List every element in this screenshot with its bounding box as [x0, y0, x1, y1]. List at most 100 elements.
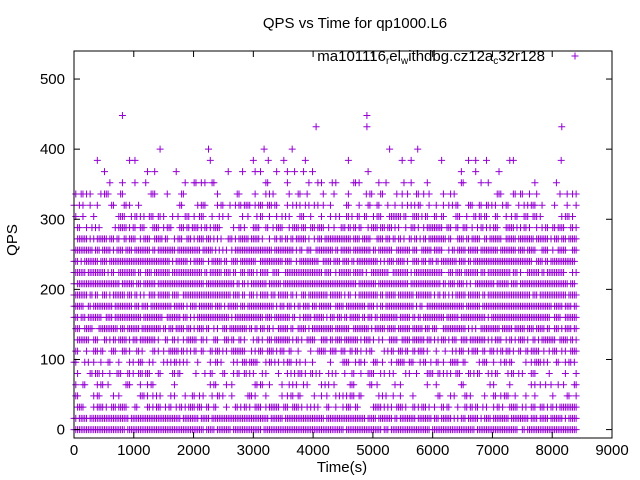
- data-point: [154, 336, 162, 344]
- data-point: [509, 156, 517, 164]
- data-point: [228, 392, 236, 400]
- y-tick-label: 200: [40, 281, 65, 298]
- data-point: [423, 381, 431, 389]
- data-point: [531, 370, 539, 377]
- data-point: [126, 381, 134, 389]
- data-point: [217, 358, 225, 366]
- x-tick-label: 5000: [356, 442, 389, 459]
- data-point: [353, 403, 361, 411]
- data-point: [361, 358, 369, 366]
- legend: ma101116relwithdbg.cz12ac32r128: [317, 48, 579, 67]
- data-point: [212, 403, 220, 411]
- data-point: [407, 156, 415, 164]
- data-point: [396, 381, 404, 389]
- data-point: [251, 392, 259, 400]
- data-point: [425, 190, 433, 198]
- data-point: [292, 381, 300, 389]
- data-point: [404, 190, 412, 198]
- data-point: [531, 392, 539, 400]
- data-point: [307, 212, 315, 220]
- data-point: [386, 145, 394, 153]
- data-point: [222, 403, 230, 411]
- data-point: [344, 358, 352, 366]
- data-point: [170, 381, 178, 389]
- data-point: [219, 201, 227, 209]
- data-point: [118, 112, 126, 119]
- data-point: [363, 112, 371, 119]
- data-point: [378, 190, 386, 198]
- data-point: [400, 179, 408, 187]
- data-point: [199, 392, 207, 400]
- data-point: [432, 201, 440, 209]
- legend-label-part: w: [400, 56, 409, 67]
- data-point: [409, 358, 417, 366]
- data-point: [291, 168, 299, 176]
- data-point: [156, 392, 164, 400]
- data-point: [572, 302, 580, 310]
- data-point: [402, 212, 410, 220]
- data-point: [174, 212, 182, 220]
- data-point: [126, 201, 134, 209]
- data-point: [561, 370, 569, 377]
- data-point: [382, 179, 390, 187]
- data-point: [561, 246, 569, 254]
- y-tick-label: 0: [57, 422, 65, 439]
- data-point: [395, 224, 403, 232]
- data-point: [482, 212, 490, 220]
- data-point: [244, 212, 252, 220]
- data-point: [398, 156, 406, 164]
- data-point: [199, 347, 207, 355]
- data-point: [72, 381, 80, 389]
- data-point: [493, 212, 501, 220]
- data-point: [149, 381, 157, 389]
- data-point: [472, 168, 480, 176]
- data-point: [438, 156, 446, 164]
- data-point: [219, 392, 227, 400]
- x-axis: 0 1000 2000 3000 4000 5000 6000 7000 8000 9000: [70, 51, 629, 459]
- data-point: [285, 212, 293, 220]
- data-point: [133, 403, 141, 411]
- data-point: [375, 201, 383, 209]
- data-point: [445, 403, 453, 411]
- data-point: [74, 347, 82, 355]
- data-point: [325, 403, 333, 411]
- data-point: [432, 347, 440, 355]
- data-point: [305, 179, 313, 187]
- data-point: [482, 156, 490, 164]
- data-point: [257, 168, 265, 176]
- data-point: [565, 392, 573, 400]
- data-point: [240, 347, 248, 355]
- data-point: [142, 179, 150, 187]
- data-point: [413, 370, 421, 377]
- data-point: [273, 201, 281, 209]
- data-point: [572, 336, 580, 344]
- data-point: [572, 246, 580, 254]
- data-point: [135, 201, 143, 209]
- data-point: [330, 190, 338, 198]
- data-point: [375, 179, 383, 187]
- data-point: [475, 370, 483, 377]
- data-point: [104, 190, 112, 198]
- data-point: [572, 370, 580, 377]
- data-point: [465, 156, 473, 164]
- data-point: [477, 179, 485, 187]
- y-tick-label: 300: [40, 211, 65, 228]
- data-point: [269, 190, 277, 198]
- data-point: [423, 179, 431, 187]
- data-point: [484, 179, 492, 187]
- data-point: [280, 156, 288, 164]
- data-point: [262, 392, 270, 400]
- data-point: [572, 381, 580, 389]
- plot-area: [70, 112, 580, 434]
- data-point: [265, 381, 273, 389]
- data-point: [357, 370, 365, 377]
- data-point: [423, 212, 431, 220]
- data-point: [391, 201, 399, 209]
- data-point: [79, 403, 87, 411]
- data-point: [368, 190, 376, 198]
- chart-title: QPS vs Time for qp1000.L6: [263, 15, 447, 32]
- data-point: [273, 168, 281, 176]
- data-point: [296, 392, 304, 400]
- y-tick-label: 400: [40, 141, 65, 158]
- data-point: [366, 201, 374, 209]
